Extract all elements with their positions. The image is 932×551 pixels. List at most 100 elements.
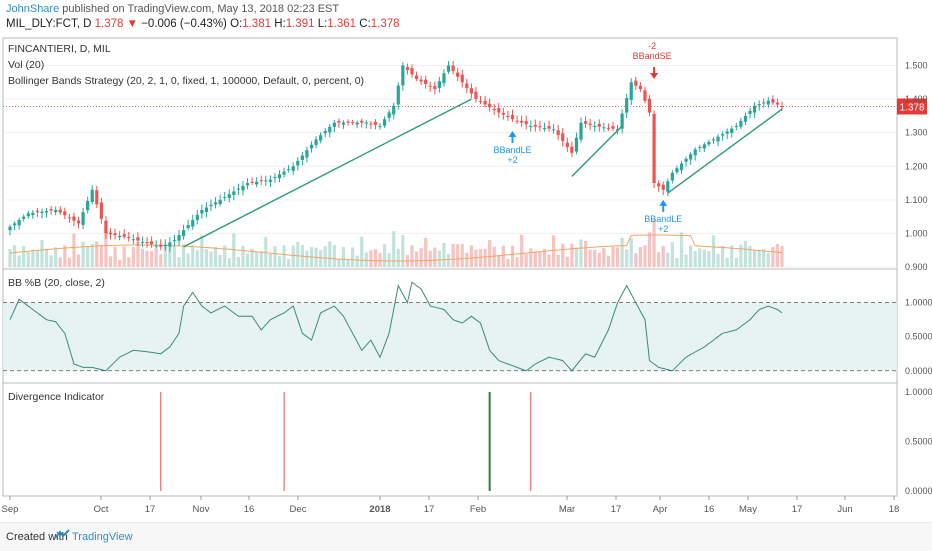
candle-body [259, 180, 263, 182]
candle-body [698, 146, 702, 148]
candle-body [172, 240, 177, 242]
bb-plot [3, 281, 897, 372]
trendline [667, 108, 783, 194]
price-tick-label: 1.200 [905, 161, 928, 171]
candle-body [364, 122, 368, 124]
close-value: 1.378 [370, 18, 400, 30]
volume-bar [401, 235, 405, 267]
candle-body [469, 88, 473, 94]
divergence-pane[interactable] [2, 382, 898, 497]
footer: Created with TradingView [0, 522, 932, 551]
volume-bar [707, 251, 711, 267]
candle-body [752, 105, 757, 113]
published-text: published on TradingView.com, May 13, 20… [62, 3, 340, 15]
candle-body [638, 85, 642, 90]
volume-bar [716, 254, 720, 267]
volume-bar [520, 234, 524, 267]
x-tick-label: Apr [653, 504, 668, 515]
candle-body [625, 97, 629, 113]
bb-tick-label: 1.0000 [905, 298, 932, 308]
volume-bar [392, 231, 396, 267]
volume-bar [223, 245, 227, 267]
volume-bar [515, 257, 519, 267]
candle-body [387, 112, 391, 118]
volume-bar [26, 252, 30, 267]
candle-body [561, 133, 565, 142]
volume-bar [213, 247, 218, 267]
volume-bar [780, 246, 784, 267]
volume-bar [433, 247, 437, 267]
high-label: H: [274, 18, 286, 30]
volume-bar [734, 257, 738, 267]
candle-body [328, 126, 332, 133]
volume-bar [711, 235, 716, 267]
candle-body [373, 121, 378, 125]
volume-bar [255, 251, 259, 267]
candle-body [250, 181, 254, 183]
candle-body [22, 216, 26, 219]
volume-bar [766, 252, 770, 267]
candle-body [337, 121, 341, 123]
volume-bar [570, 243, 574, 267]
candle-body [351, 122, 355, 124]
high-value: 1.391 [285, 18, 315, 30]
x-tick-label: Sep [2, 504, 19, 515]
volume-bar [501, 245, 505, 267]
volume-bar [245, 253, 250, 267]
volume-bar [410, 245, 414, 267]
candle-body [606, 127, 611, 129]
volume-bar [341, 247, 346, 267]
candle-body [492, 109, 496, 111]
candle-body [12, 223, 17, 226]
volume-bar [638, 247, 642, 267]
candle-body [716, 136, 720, 142]
publish-line: JohnShare published on TradingView.com, … [6, 3, 339, 15]
volume-bar [625, 249, 629, 267]
volume-bar [373, 249, 378, 267]
volume-bar [264, 237, 268, 267]
symbol-line: MIL_DLY:FCT, D 1.378 ▼ −0.006 (−0.43%) O… [6, 18, 400, 30]
candle-body [730, 128, 734, 134]
candle-body [410, 68, 414, 75]
volume-bar [561, 243, 565, 267]
volume-bar [181, 244, 186, 267]
candle-body [405, 67, 410, 70]
candle-body [127, 236, 131, 239]
volume-bar [76, 254, 81, 267]
volume-bar [282, 245, 286, 267]
candle-body [49, 209, 53, 211]
candle-body [163, 244, 167, 247]
volume-bar [305, 250, 309, 267]
close-label: C: [359, 18, 371, 30]
volume-bar [670, 242, 674, 267]
candle-body [702, 144, 706, 149]
candle-body [90, 189, 94, 203]
candle-body [424, 79, 428, 84]
volume-bar [693, 251, 697, 267]
candle-body [478, 101, 483, 103]
candle-body [213, 202, 218, 205]
candle-body [382, 119, 387, 126]
divergence-plot [160, 391, 532, 492]
volume-bar [679, 232, 684, 267]
candle-body [200, 209, 204, 214]
volume-bar [204, 249, 209, 267]
volume-bar [643, 245, 647, 267]
volume-bar [277, 256, 282, 267]
volume-bar [451, 243, 455, 267]
volume-bar [227, 258, 231, 267]
price-tick-label: 1.500 [905, 61, 928, 71]
volume-bar [209, 251, 213, 267]
author-link[interactable]: JohnShare [6, 3, 60, 15]
price-pane[interactable] [2, 37, 898, 270]
candle-body [223, 197, 227, 199]
volume-bar [118, 259, 122, 267]
price-tick-label: 1.400 [905, 94, 928, 104]
tradingview-link[interactable]: TradingView [72, 531, 133, 543]
candle-body [305, 150, 309, 158]
volume-bar [725, 257, 729, 267]
candle-body [35, 210, 40, 213]
volume-bar [739, 244, 743, 267]
candle-body [245, 183, 250, 186]
